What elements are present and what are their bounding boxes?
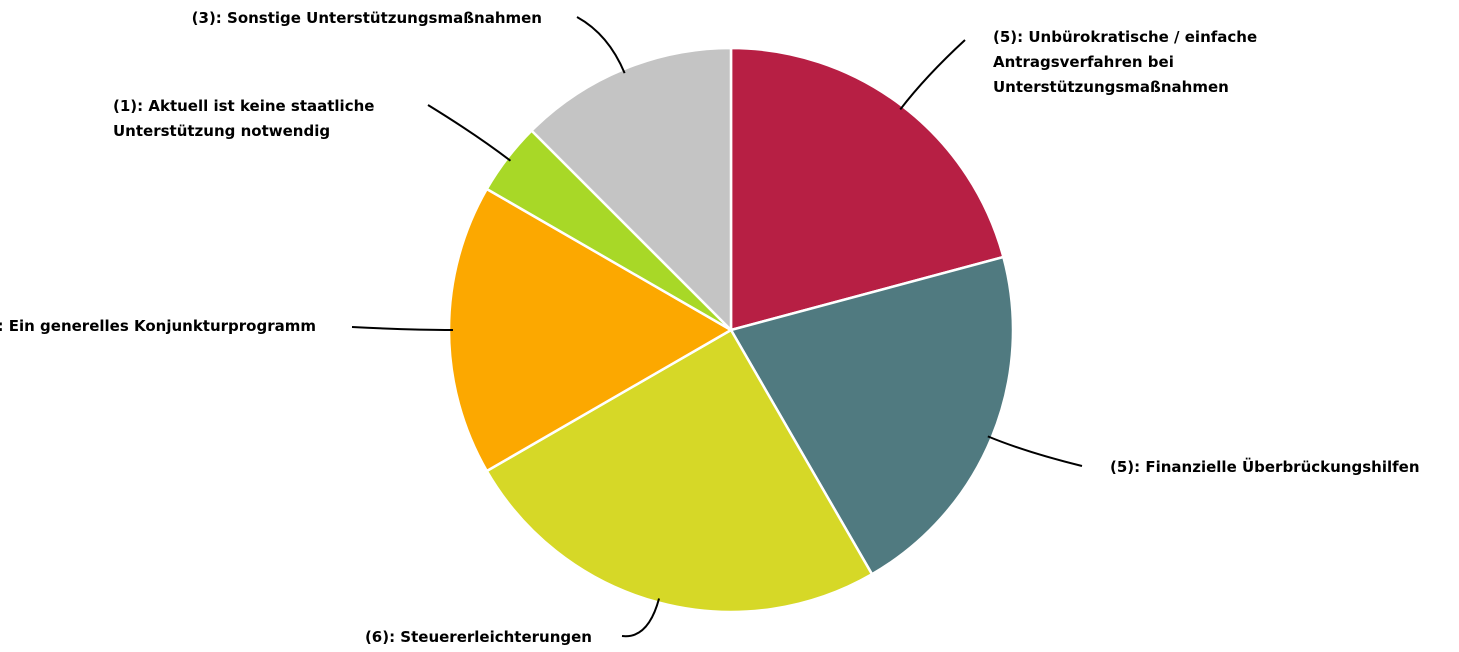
slice-label: (1): Aktuell ist keine staatliche Unters… <box>113 97 375 140</box>
leader-line <box>576 16 626 74</box>
leader-line <box>351 326 454 331</box>
slice-label: (3): Sonstige Unterstützungsmaßnahmen <box>191 9 542 27</box>
leader-line <box>987 435 1083 467</box>
slice-label: (4): Ein generelles Konjunkturprogramm <box>0 317 316 335</box>
leader-line <box>899 39 966 111</box>
slice-label: (5): Finanzielle Überbrückungshilfen <box>1110 458 1420 476</box>
leader-line <box>427 104 512 162</box>
leader-line <box>621 598 661 638</box>
slice-label: (6): Steuererleichterungen <box>364 628 592 646</box>
slice-label: (5): Unbürokratische / einfache Antragsv… <box>993 28 1258 96</box>
